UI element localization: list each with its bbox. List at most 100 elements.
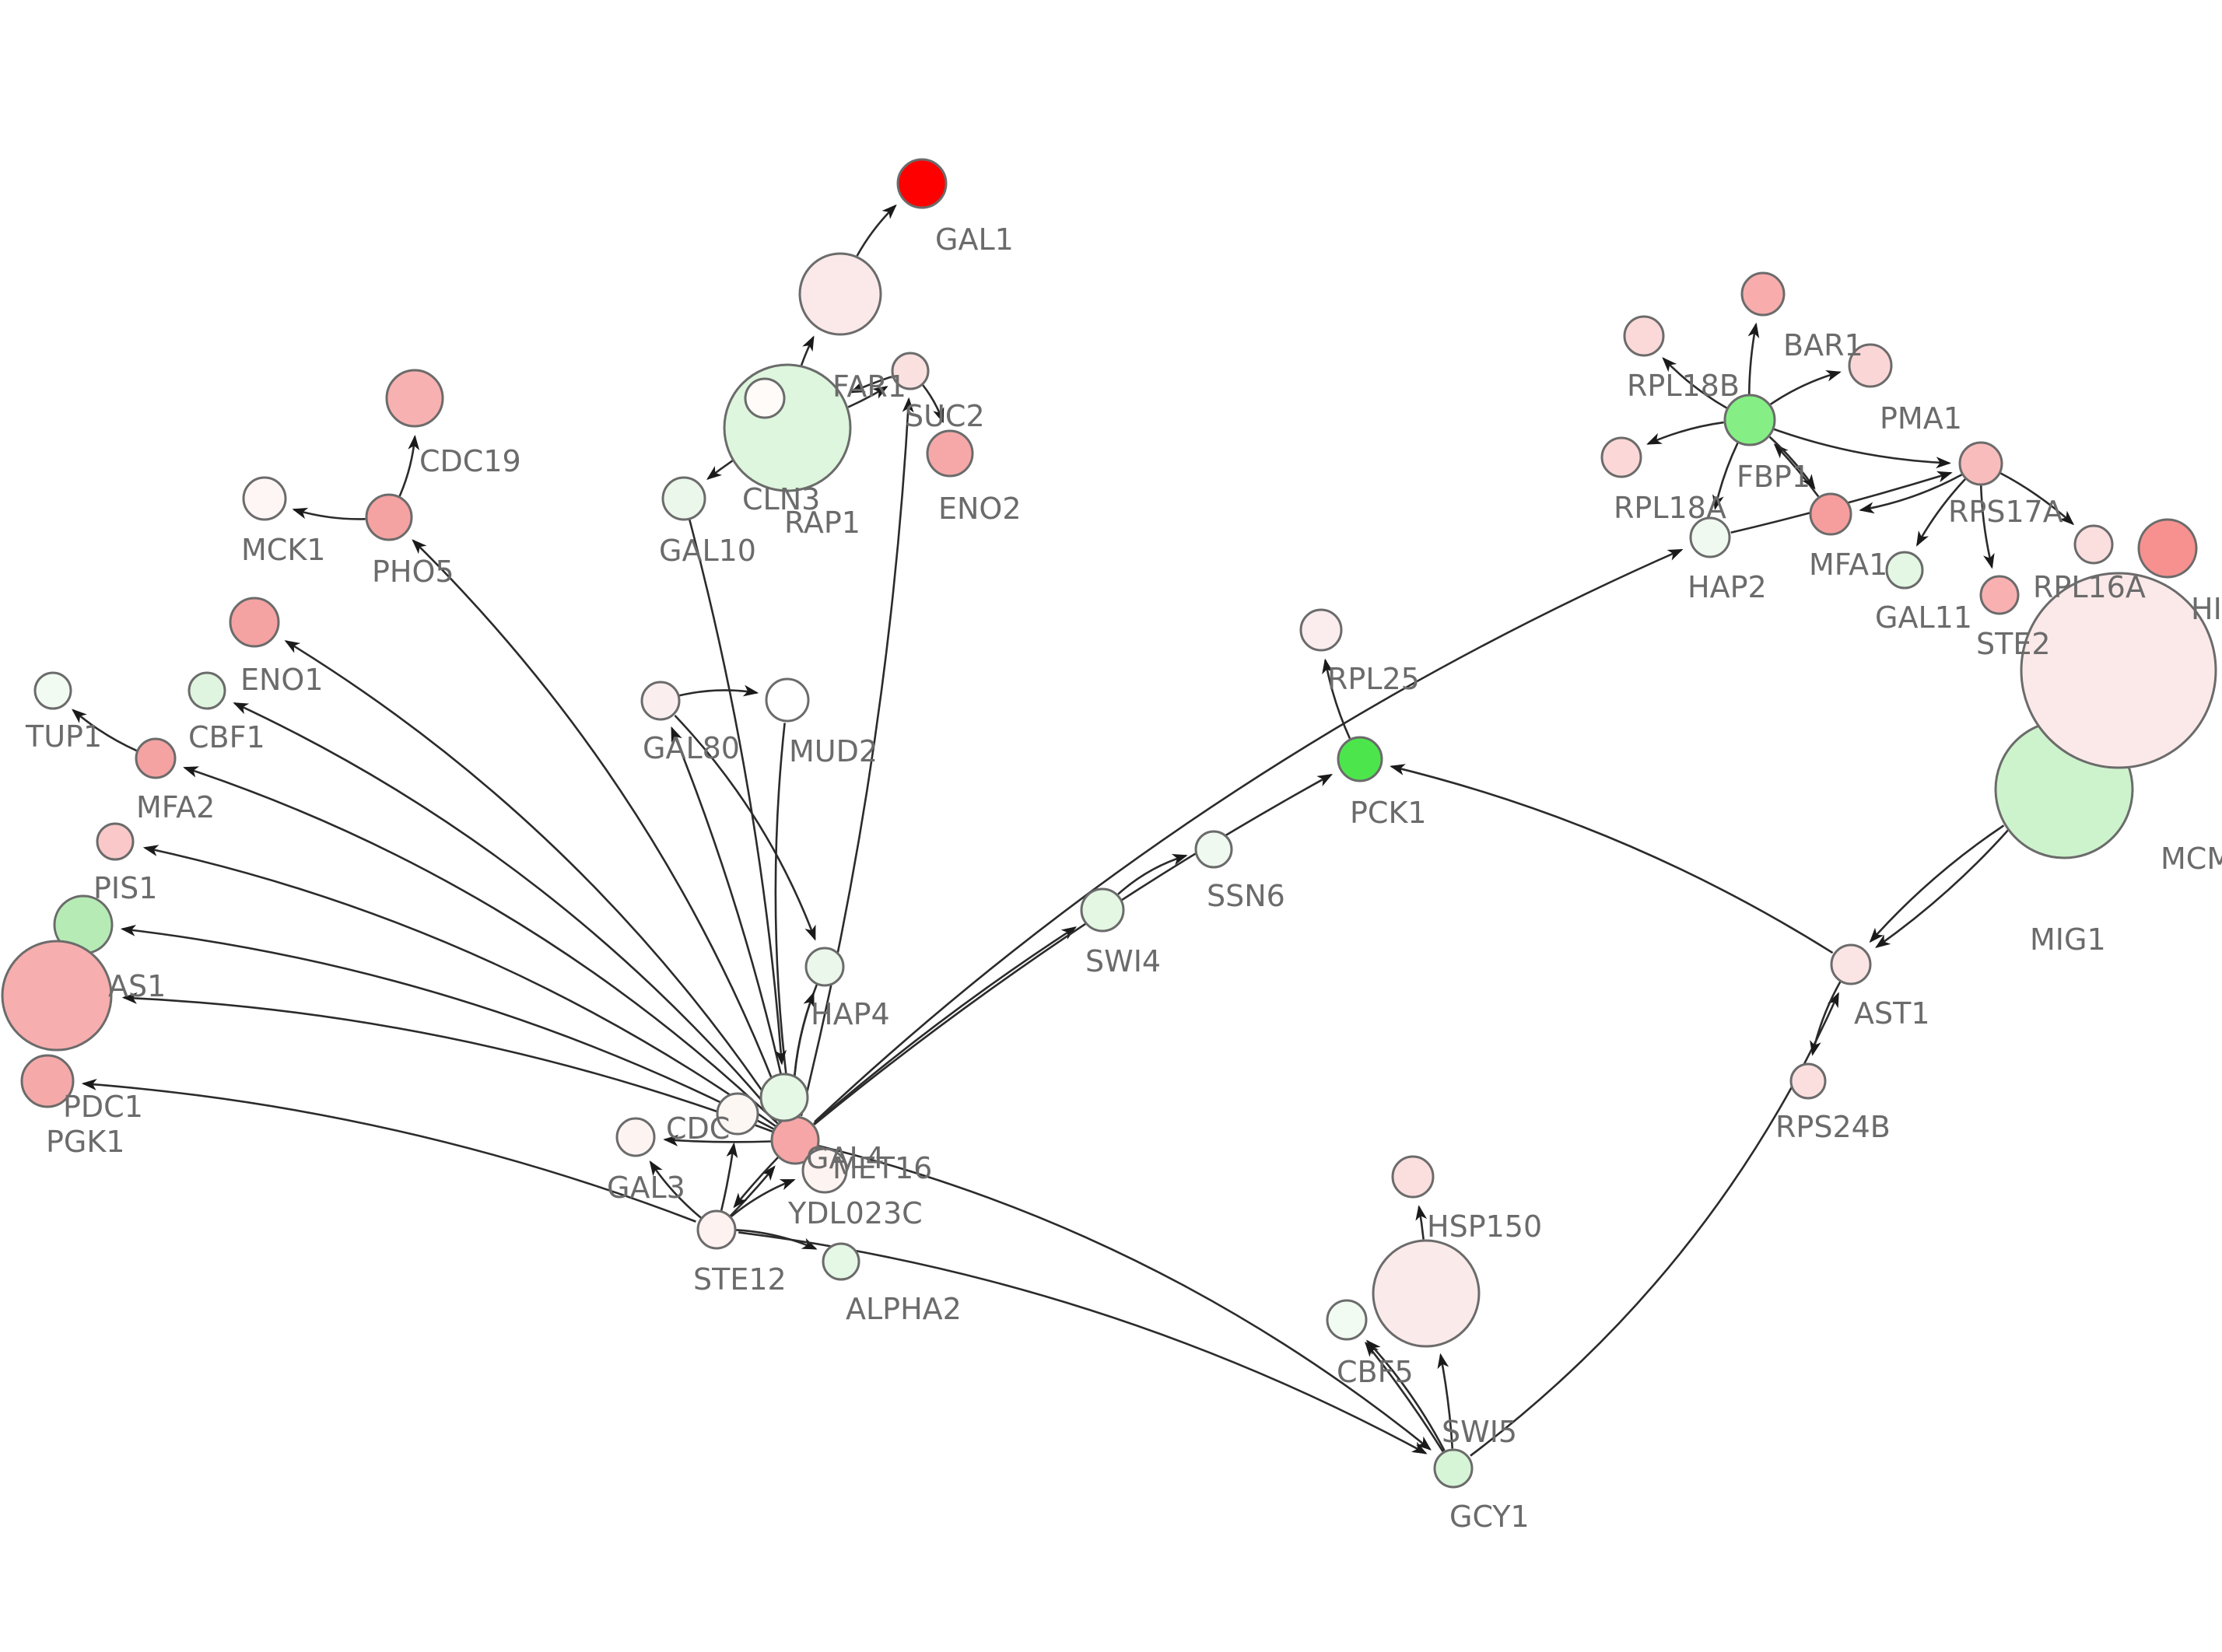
graph-edge: [121, 992, 773, 1132]
graph-node-gal3[interactable]: [615, 1117, 656, 1157]
graph-node-label-rap1: RAP1: [784, 506, 860, 540]
graph-node-rpl16a[interactable]: [2073, 524, 2114, 565]
graph-node-fbp1[interactable]: [1723, 394, 1776, 446]
graph-node-eno2[interactable]: [926, 429, 974, 478]
graph-node-label-suc2: SUC2: [905, 399, 985, 433]
graph-node-ste12[interactable]: [696, 1209, 737, 1250]
graph-node-far1[interactable]: [798, 252, 882, 336]
graph-edge: [689, 519, 787, 1066]
graph-node-label-hsp150: HSP150: [1427, 1209, 1542, 1244]
graph-node-his4[interactable]: [2137, 518, 2198, 579]
graph-node-cln3[interactable]: [723, 363, 852, 492]
graph-node-swi4[interactable]: [1080, 887, 1125, 933]
graph-edge: [733, 1157, 779, 1209]
graph-edge: [1773, 443, 1820, 498]
graph-edge: [1646, 421, 1724, 445]
graph-edge: [1768, 436, 1816, 490]
graph-node-mcm1[interactable]: [2020, 572, 2217, 769]
graph-node-cbf1[interactable]: [188, 671, 226, 710]
graph-node-label-hap4: HAP4: [811, 997, 890, 1031]
graph-node-label-mfa2: MFA2: [136, 790, 215, 824]
graph-node-label-met16: MET16: [832, 1151, 932, 1185]
graph-edge: [233, 702, 781, 1122]
graph-node-label-ydl023c: YDL023C: [787, 1196, 923, 1230]
graph-node-mck1[interactable]: [242, 476, 287, 521]
graph-node-rps24b[interactable]: [1789, 1062, 1827, 1100]
graph-node-tup1[interactable]: [33, 671, 72, 710]
graph-edge: [1769, 369, 1842, 405]
graph-node-cdc19[interactable]: [385, 369, 444, 428]
node-layer: [1, 158, 2217, 1489]
graph-node-mud2[interactable]: [765, 677, 810, 723]
graph-node-met16[interactable]: [759, 1073, 809, 1122]
graph-node-rps17a[interactable]: [1958, 441, 2003, 486]
graph-node-label-his4: HIS4: [2191, 592, 2222, 626]
graph-node-pdc1[interactable]: [1, 940, 113, 1052]
graph-node-gal80[interactable]: [640, 681, 681, 721]
graph-node-ast1[interactable]: [1830, 943, 1872, 985]
graph-edge: [284, 640, 783, 1121]
graph-edge: [142, 845, 776, 1127]
graph-node-label-ste2: STE2: [1976, 627, 2051, 661]
graph-edge: [774, 723, 794, 1109]
graph-node-mfa1[interactable]: [1809, 492, 1852, 536]
graph-node-pck1[interactable]: [1337, 736, 1383, 782]
graph-node-pgk1[interactable]: [20, 1054, 75, 1108]
graph-node-label-mcm1: MCM1: [2161, 842, 2222, 876]
graph-node-hap2[interactable]: [1689, 516, 1731, 558]
graph-node-pis1[interactable]: [96, 822, 135, 861]
graph-node-mfa2[interactable]: [135, 737, 177, 779]
graph-node-rap1[interactable]: [744, 377, 786, 419]
graph-node-bar1[interactable]: [1740, 271, 1786, 317]
graph-node-label-rpl18b: RPL18B: [1627, 369, 1740, 403]
graph-node-cbf5[interactable]: [1326, 1299, 1368, 1341]
graph-node-label-gal11: GAL11: [1875, 600, 1972, 635]
graph-node-label-as1: AS1: [108, 969, 166, 1003]
graph-node-hsp150[interactable]: [1391, 1155, 1435, 1199]
graph-node-rpl18a[interactable]: [1600, 436, 1642, 478]
graph-node-label-gal1: GAL1: [935, 222, 1014, 257]
graph-node-label-swi4: SWI4: [1085, 944, 1161, 978]
graph-node-hap4[interactable]: [804, 947, 845, 987]
graph-edge: [850, 375, 892, 394]
graph-edge: [1869, 824, 2005, 943]
graph-edge: [678, 684, 759, 697]
graph-node-pho5[interactable]: [365, 493, 413, 541]
graph-node-cdc[interactable]: [716, 1092, 759, 1136]
graph-edge: [800, 397, 914, 1117]
graph-node-label-rpl16a: RPL16A: [2033, 570, 2146, 604]
graph-node-gcy1[interactable]: [1433, 1448, 1474, 1489]
graph-node-gal1[interactable]: [896, 158, 948, 209]
graph-node-label-gal10: GAL10: [659, 534, 756, 568]
graph-node-ssn6[interactable]: [1194, 830, 1233, 869]
graph-node-label-ssn6: SSN6: [1207, 879, 1285, 913]
graph-node-pma1[interactable]: [1848, 343, 1893, 388]
graph-node-rpl18b[interactable]: [1623, 315, 1665, 357]
graph-node-label-mud2: MUD2: [789, 734, 878, 768]
graph-node-suc2[interactable]: [891, 352, 930, 390]
graph-node-eno1[interactable]: [229, 597, 280, 648]
graph-node-ste2[interactable]: [1979, 575, 2020, 615]
graph-edge: [412, 539, 788, 1118]
graph-edge: [1365, 1339, 1446, 1451]
graph-node-gal11[interactable]: [1885, 551, 1924, 590]
graph-node-label-fbp1: FBP1: [1737, 460, 1810, 494]
graph-edge: [1979, 485, 1995, 569]
graph-edge: [856, 204, 897, 257]
graph-node-swi5[interactable]: [1372, 1239, 1481, 1348]
graph-edge: [1916, 478, 1967, 547]
graph-node-ydl023c[interactable]: [801, 1147, 848, 1194]
graph-edge: [663, 1134, 771, 1146]
graph-edge: [1773, 428, 1951, 469]
graph-node-alpha2[interactable]: [822, 1242, 860, 1281]
graph-edge: [731, 1178, 796, 1218]
graph-node-gal10[interactable]: [661, 476, 706, 521]
graph-edge: [1810, 981, 1842, 1056]
graph-node-label-pis1: PIS1: [93, 871, 157, 905]
graph-node-rpl25[interactable]: [1299, 608, 1343, 652]
graph-node-label-pgk1: PGK1: [46, 1125, 124, 1159]
graph-edge: [813, 774, 1334, 1125]
graph-node-label-eno2: ENO2: [938, 492, 1022, 526]
graph-edge: [1747, 322, 1760, 394]
